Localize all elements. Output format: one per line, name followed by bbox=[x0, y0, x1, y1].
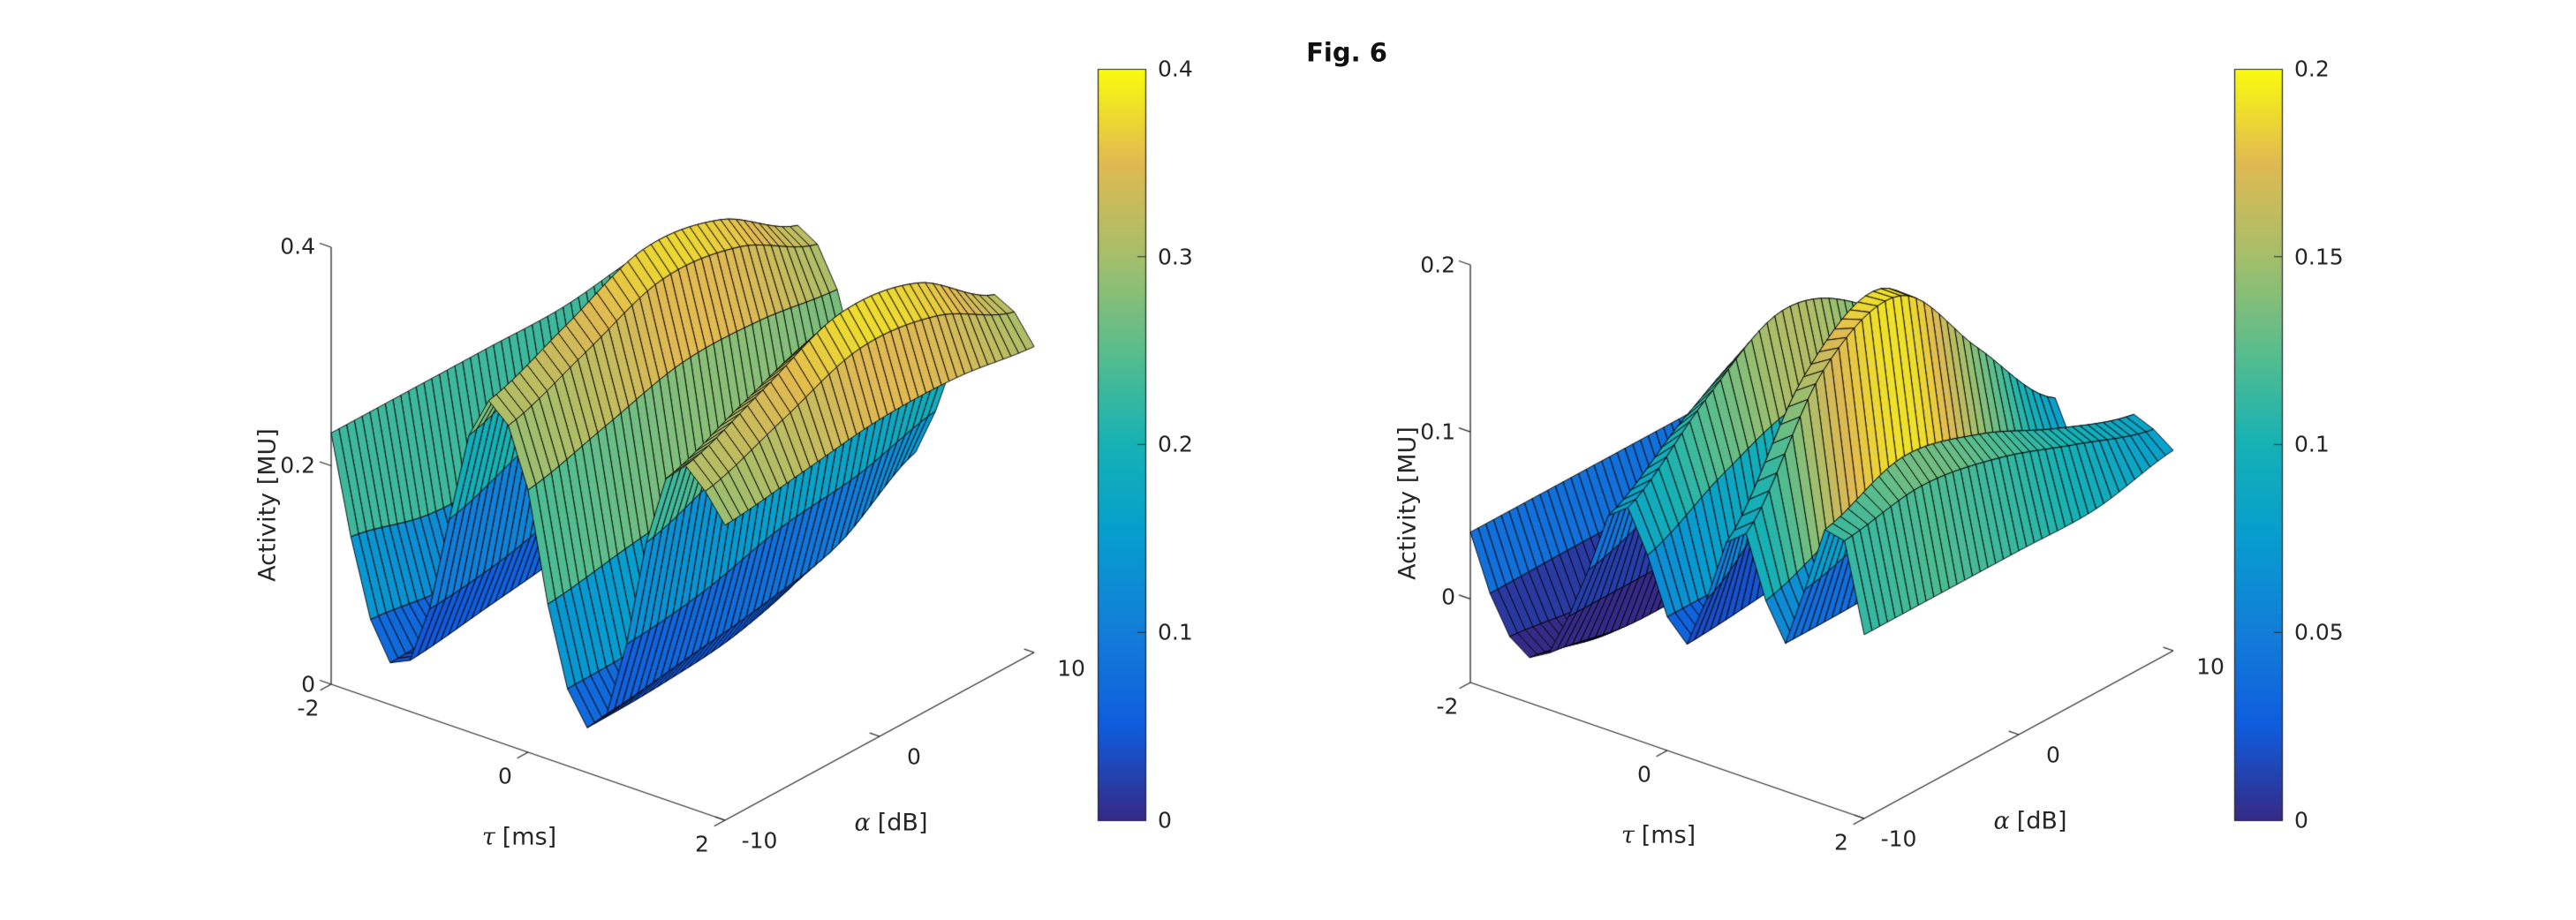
tau-unit: [ms] bbox=[502, 823, 557, 851]
left-colorbar-tick-0_2: 0.2 bbox=[1158, 431, 1193, 457]
left-y-tick-10: 10 bbox=[1057, 655, 1085, 682]
right-x-tick-2: 2 bbox=[1834, 829, 1848, 856]
alpha-symbol: α bbox=[1993, 807, 2010, 835]
left-y-tick-0: 0 bbox=[907, 743, 921, 770]
left-y-axis-label: α [dB] bbox=[855, 811, 928, 835]
right-y-axis-label: α [dB] bbox=[1994, 810, 2067, 833]
left-colorbar-tick-0_4: 0.4 bbox=[1158, 56, 1193, 82]
right-x-tick-neg2: -2 bbox=[1436, 693, 1459, 720]
figure-title: Fig. 6 bbox=[1306, 37, 1387, 68]
right-x-axis-label: τ [ms] bbox=[1621, 824, 1696, 848]
right-y-tick-0: 0 bbox=[2046, 742, 2060, 768]
left-colorbar-tick-0_3: 0.3 bbox=[1158, 244, 1193, 270]
right-z-tick-0_2: 0.2 bbox=[1420, 252, 1455, 278]
left-z-tick-0_2: 0.2 bbox=[280, 452, 315, 479]
right-colorbar-tick-0_15: 0.15 bbox=[2294, 244, 2344, 270]
tau-symbol: τ bbox=[481, 823, 495, 851]
right-z-tick-0_1: 0.1 bbox=[1420, 419, 1455, 445]
left-z-tick-0: 0 bbox=[301, 671, 315, 698]
right-colorbar-tick-0_1: 0.1 bbox=[2294, 431, 2330, 457]
right-z-tick-0: 0 bbox=[1441, 584, 1455, 610]
right-x-tick-0: 0 bbox=[1637, 761, 1651, 788]
left-z-tick-0_4: 0.4 bbox=[280, 233, 315, 260]
right-z-axis-label: Activity [MU] bbox=[1394, 426, 1422, 580]
left-x-axis-label: τ [ms] bbox=[482, 826, 556, 849]
alpha-unit: [dB] bbox=[877, 809, 928, 837]
left-colorbar-tick-0: 0 bbox=[1158, 807, 1172, 833]
left-z-axis-label: Activity [MU] bbox=[253, 428, 282, 582]
right-y-tick-neg10: -10 bbox=[1880, 826, 1917, 852]
right-colorbar-tick-0_05: 0.05 bbox=[2294, 619, 2344, 645]
alpha-symbol: α bbox=[854, 809, 871, 837]
left-x-tick-neg2: -2 bbox=[297, 695, 320, 721]
right-colorbar-tick-0: 0 bbox=[2294, 807, 2308, 833]
left-colorbar-tick-0_1: 0.1 bbox=[1158, 619, 1193, 645]
tau-unit: [ms] bbox=[1641, 821, 1696, 849]
right-y-tick-10: 10 bbox=[2196, 653, 2225, 680]
tau-symbol: τ bbox=[1620, 821, 1635, 849]
left-x-tick-2: 2 bbox=[695, 831, 709, 857]
left-y-tick-neg10: -10 bbox=[741, 827, 778, 854]
alpha-unit: [dB] bbox=[2016, 807, 2067, 835]
left-x-tick-0: 0 bbox=[498, 763, 512, 789]
right-colorbar-tick-0_2: 0.2 bbox=[2294, 56, 2330, 82]
